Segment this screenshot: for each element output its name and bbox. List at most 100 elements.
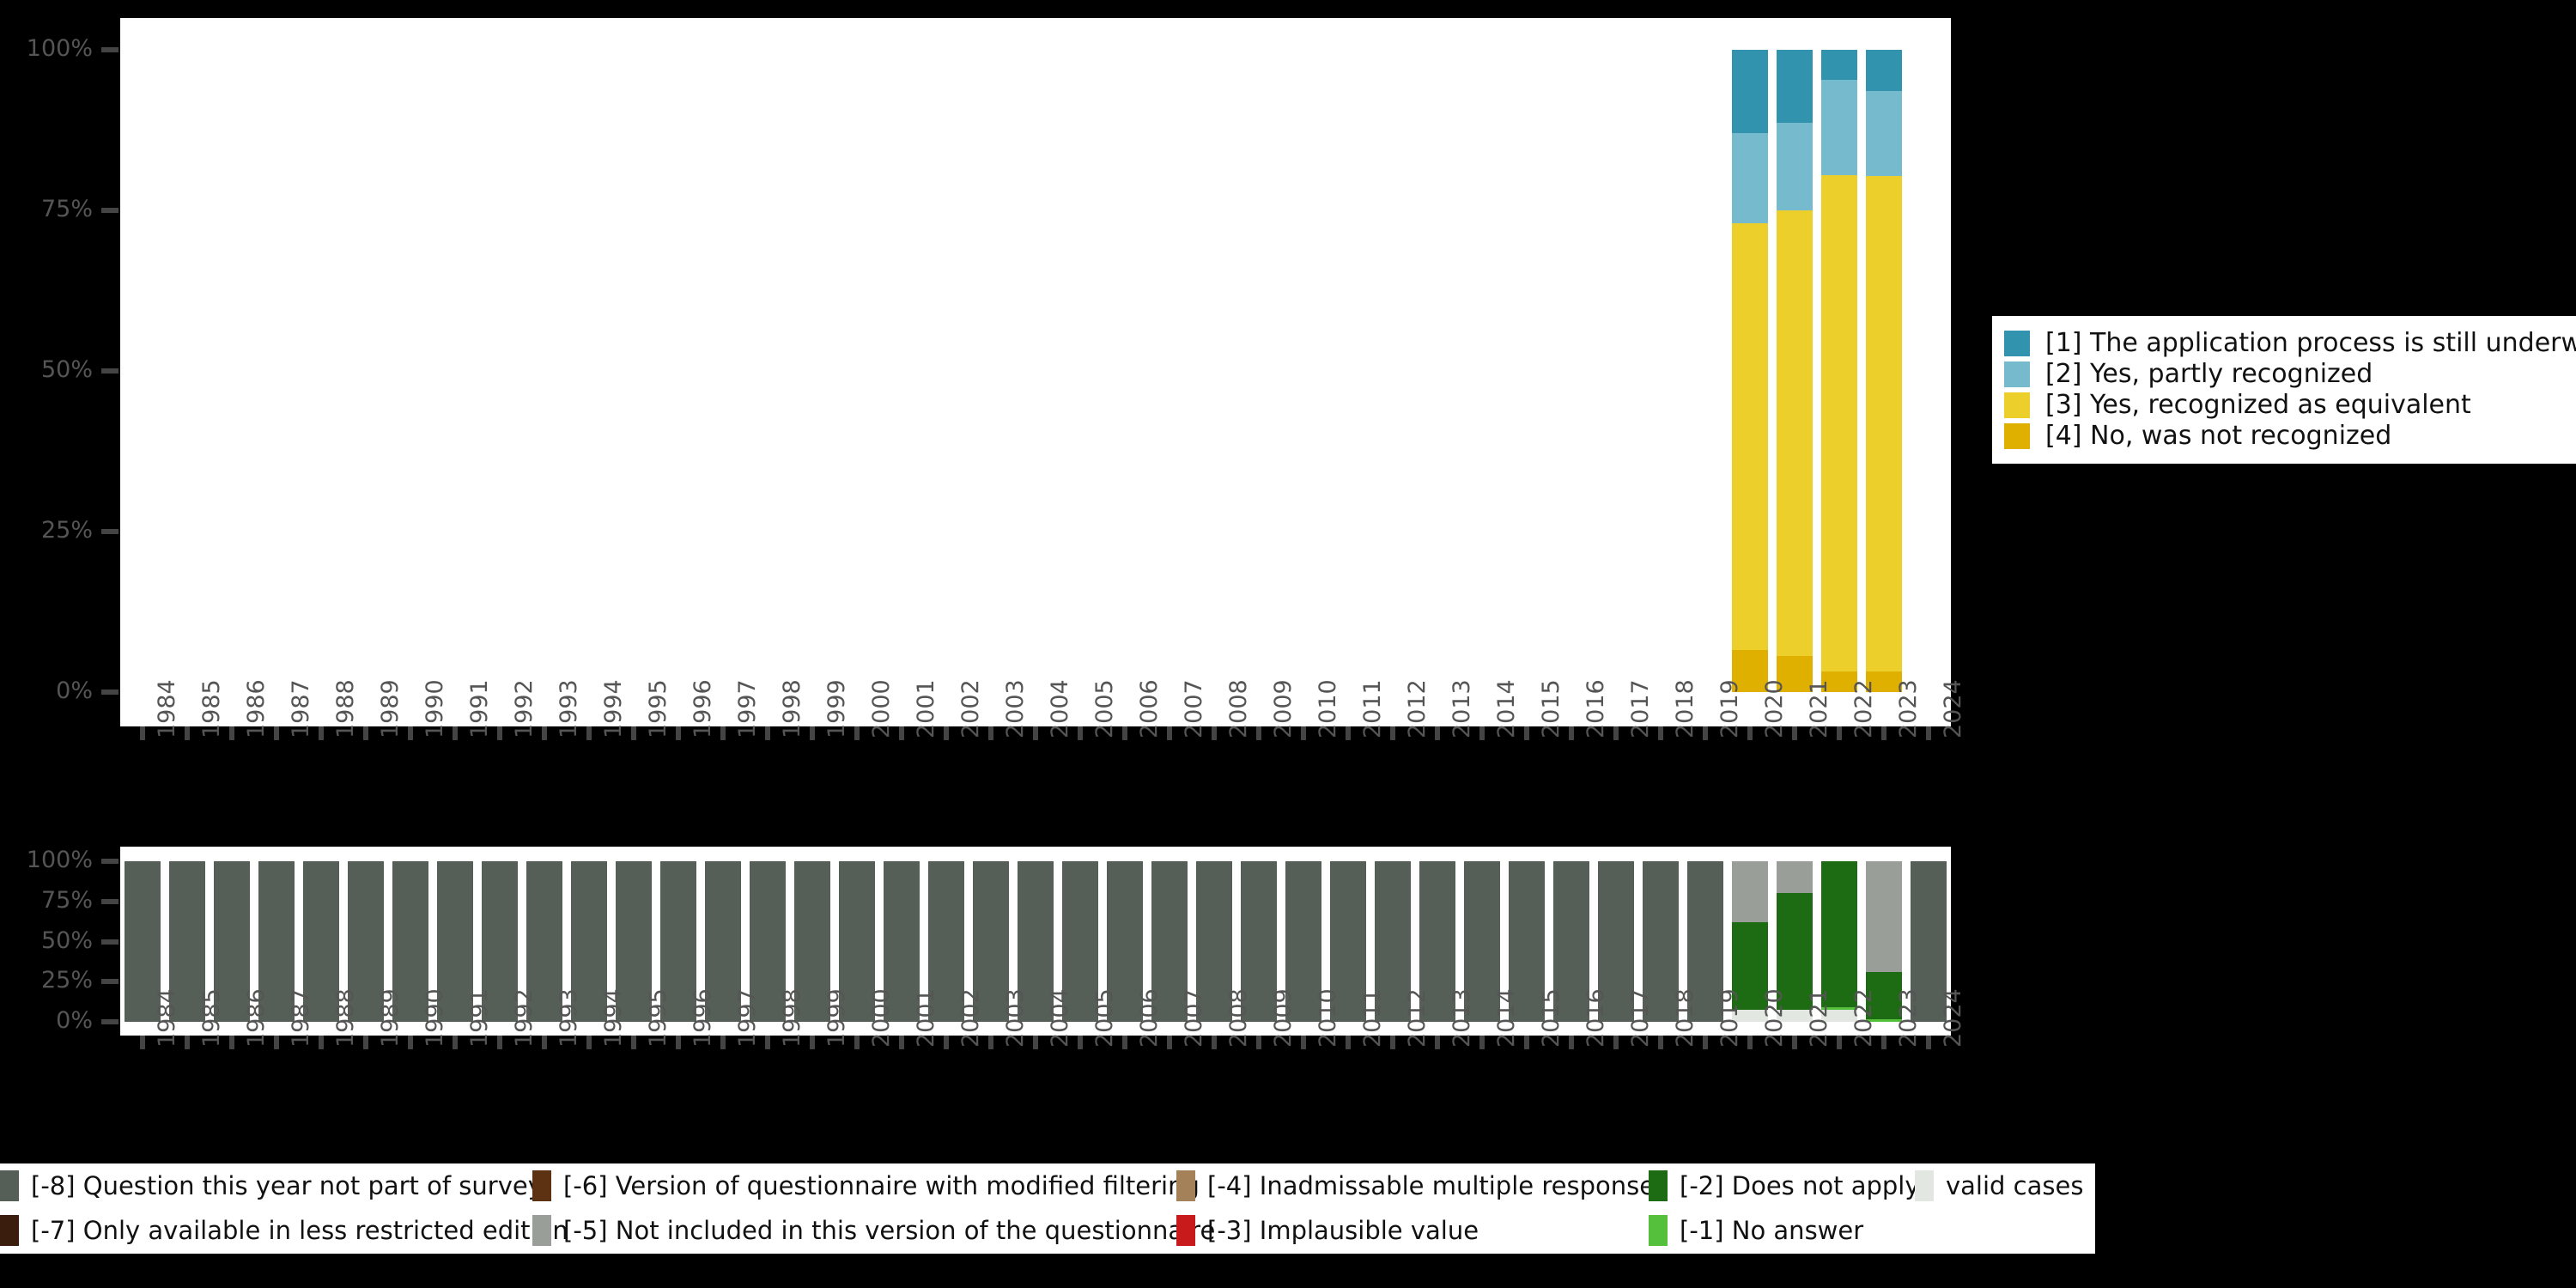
main-x-tick-label: 1984: [154, 679, 180, 738]
valid-cases-bar: [1643, 861, 1679, 1022]
legend-item[interactable]: [3] Yes, recognized as equivalent: [2004, 390, 2562, 421]
legend-column: [-6] Version of questionnaire with modif…: [532, 1163, 1215, 1254]
valid-cases-bar: [169, 861, 205, 1022]
main-x-tick-mark: [1122, 726, 1127, 740]
main-x-tick-mark: [363, 726, 368, 740]
legend-column: [-4] Inadmissable multiple response [-3] …: [1176, 1163, 1655, 1254]
legend-item[interactable]: [2] Yes, partly recognized: [2004, 359, 2562, 390]
valid-cases-segment: [973, 861, 1009, 1022]
valid-cases-bar: [705, 861, 741, 1022]
valid-cases-x-tick-label: 1991: [466, 988, 493, 1048]
stacked-bar-segment: [1865, 671, 1903, 692]
response-legend: [1] The application process is still und…: [1992, 316, 2576, 464]
legend-item[interactable]: [-7] Only available in less restricted e…: [0, 1208, 568, 1253]
valid-cases-x-tick-label: 1988: [332, 988, 359, 1048]
valid-cases-x-tick-mark: [944, 1036, 949, 1049]
valid-cases-x-tick-label: 2000: [868, 988, 895, 1048]
legend-item[interactable]: [1] The application process is still und…: [2004, 328, 2576, 359]
valid-cases-x-tick-mark: [363, 1036, 368, 1049]
legend-item-label: [4] No, was not recognized: [2045, 421, 2392, 451]
valid-cases-x-tick-mark: [274, 1036, 279, 1049]
valid-cases-x-tick-mark: [1837, 1036, 1842, 1049]
main-x-tick-label: 2008: [1225, 679, 1252, 738]
valid-cases-x-tick-label: 2011: [1359, 988, 1386, 1048]
valid-cases-x-tick-mark: [1658, 1036, 1663, 1049]
main-x-tick-mark: [1792, 726, 1797, 740]
main-y-tick-label: 0%: [56, 677, 93, 704]
valid-cases-x-tick-mark: [1390, 1036, 1395, 1049]
valid-cases-bar: [303, 861, 339, 1022]
legend-item[interactable]: [-2] Does not apply: [1649, 1163, 1920, 1208]
main-x-tick-mark: [944, 726, 949, 740]
valid-cases-segment: [1687, 861, 1723, 1022]
legend-swatch-icon: [2004, 423, 2030, 449]
main-x-tick-label: 2002: [957, 679, 984, 738]
valid-cases-x-tick-label: 2006: [1136, 988, 1163, 1048]
main-x-tick-label: 2020: [1761, 679, 1788, 738]
stacked-bar-segment: [1820, 174, 1858, 672]
main-y-tick-label: 100%: [26, 35, 93, 62]
valid-cases-bar: [750, 861, 786, 1022]
valid-cases-x-tick-mark: [586, 1036, 592, 1049]
valid-cases-x-tick-label: 2008: [1225, 988, 1252, 1048]
legend-item[interactable]: [-8] Question this year not part of surv…: [0, 1163, 568, 1208]
valid-cases-bar: [660, 861, 696, 1022]
legend-item[interactable]: [-1] No answer: [1649, 1208, 1920, 1253]
main-x-tick-mark: [542, 726, 547, 740]
main-y-tick-mark: [101, 529, 118, 534]
main-x-tick-label: 1997: [734, 679, 761, 738]
valid-cases-segment: [258, 861, 295, 1022]
valid-cases-x-tick-label: 2013: [1449, 988, 1475, 1048]
valid-cases-x-tick-mark: [229, 1036, 234, 1049]
valid-cases-x-tick-label: 2007: [1181, 988, 1207, 1048]
valid-cases-x-tick-label: 1996: [690, 988, 716, 1048]
valid-cases-segment: [1330, 861, 1366, 1022]
legend-item[interactable]: [-4] Inadmissable multiple response: [1176, 1163, 1655, 1208]
valid-cases-segment: [1777, 861, 1813, 894]
legend-item[interactable]: [-3] Implausible value: [1176, 1208, 1655, 1253]
main-x-tick-label: 2010: [1315, 679, 1341, 738]
legend-column: [-2] Does not apply [-1] No answer: [1649, 1163, 1920, 1254]
main-x-tick-mark: [229, 726, 234, 740]
valid-cases-x-tick-mark: [1435, 1036, 1440, 1049]
valid-cases-x-tick-label: 1995: [645, 988, 671, 1048]
valid-cases-x-tick-label: 2005: [1091, 988, 1118, 1048]
main-x-tick-mark: [408, 726, 413, 740]
legend-item[interactable]: valid cases: [1915, 1163, 2083, 1208]
legend-item[interactable]: [-5] Not included in this version of the…: [532, 1208, 1215, 1253]
main-x-tick-mark: [676, 726, 681, 740]
main-x-tick-label: 2007: [1181, 679, 1207, 738]
valid-cases-y-tick-mark: [101, 859, 118, 864]
legend-swatch-icon: [2004, 331, 2030, 356]
stacked-bar: [1731, 50, 1769, 692]
valid-cases-bar: [1419, 861, 1455, 1022]
valid-cases-x-tick-mark: [1346, 1036, 1351, 1049]
valid-cases-segment: [1196, 861, 1232, 1022]
valid-cases-bar: [1018, 861, 1054, 1022]
valid-cases-x-tick-label: 2001: [913, 988, 939, 1048]
valid-cases-x-tick-label: 2018: [1672, 988, 1698, 1048]
valid-cases-x-tick-label: 1986: [243, 988, 270, 1048]
valid-cases-bar: [1911, 861, 1947, 1022]
legend-item[interactable]: [-6] Version of questionnaire with modif…: [532, 1163, 1215, 1208]
valid-cases-bar: [392, 861, 428, 1022]
legend-item-label: [-3] Implausible value: [1207, 1215, 1479, 1245]
valid-cases-x-tick-mark: [988, 1036, 993, 1049]
stacked-bar-segment: [1776, 123, 1814, 210]
main-x-tick-mark: [1167, 726, 1172, 740]
valid-cases-x-tick-label: 1994: [600, 988, 627, 1048]
valid-cases-x-tick-mark: [854, 1036, 860, 1049]
valid-cases-bar: [1107, 861, 1143, 1022]
main-x-tick-label: 2013: [1449, 679, 1475, 738]
valid-cases-y-tick-label: 0%: [56, 1007, 93, 1034]
legend-item-label: [-5] Not included in this version of the…: [563, 1215, 1216, 1245]
stacked-bar-segment: [1820, 80, 1858, 175]
valid-cases-segment: [303, 861, 339, 1022]
main-x-tick-label: 1999: [823, 679, 850, 738]
main-x-tick-mark: [1569, 726, 1574, 740]
legend-item[interactable]: [4] No, was not recognized: [2004, 421, 2562, 452]
valid-cases-x-tick-label: 1998: [779, 988, 805, 1048]
valid-cases-segment: [839, 861, 875, 1022]
main-x-tick-mark: [810, 726, 815, 740]
valid-cases-x-tick-mark: [1703, 1036, 1708, 1049]
